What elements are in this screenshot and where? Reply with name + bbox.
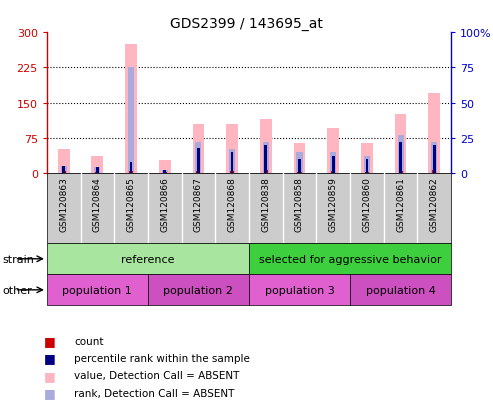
Bar bbox=[230, 171, 234, 173]
Bar bbox=[62, 166, 65, 173]
Bar bbox=[433, 145, 436, 173]
Bar bbox=[398, 171, 403, 173]
Text: population 3: population 3 bbox=[265, 285, 334, 295]
Text: GSM120867: GSM120867 bbox=[194, 177, 203, 232]
Bar bbox=[249, 244, 451, 275]
Bar bbox=[428, 94, 440, 173]
Bar bbox=[197, 148, 200, 173]
Text: selected for aggressive behavior: selected for aggressive behavior bbox=[259, 254, 441, 264]
Bar bbox=[364, 157, 370, 173]
Bar bbox=[47, 173, 451, 244]
Bar bbox=[163, 171, 166, 173]
Text: ■: ■ bbox=[44, 369, 56, 382]
Bar bbox=[162, 171, 168, 173]
Text: GSM120838: GSM120838 bbox=[261, 177, 270, 232]
Text: count: count bbox=[74, 336, 104, 346]
Bar bbox=[47, 275, 148, 306]
Bar bbox=[263, 142, 269, 173]
Text: value, Detection Call = ABSENT: value, Detection Call = ABSENT bbox=[74, 370, 239, 380]
Bar bbox=[264, 171, 268, 173]
Text: GSM120863: GSM120863 bbox=[59, 177, 68, 232]
Bar bbox=[395, 115, 406, 173]
Bar bbox=[125, 45, 137, 173]
Text: ■: ■ bbox=[44, 334, 56, 347]
Text: GSM120864: GSM120864 bbox=[93, 177, 102, 232]
Text: reference: reference bbox=[121, 254, 175, 264]
Text: GSM120861: GSM120861 bbox=[396, 177, 405, 232]
Bar bbox=[61, 166, 67, 173]
Bar bbox=[431, 142, 437, 173]
Bar bbox=[226, 124, 238, 173]
Bar bbox=[195, 142, 202, 173]
Bar bbox=[193, 124, 204, 173]
Bar bbox=[294, 144, 305, 173]
Bar bbox=[399, 142, 402, 173]
Bar bbox=[330, 152, 336, 173]
Bar bbox=[62, 172, 66, 173]
Text: strain: strain bbox=[2, 254, 35, 264]
Bar bbox=[350, 275, 451, 306]
Bar bbox=[47, 244, 249, 275]
Text: GSM120860: GSM120860 bbox=[362, 177, 371, 232]
Text: population 4: population 4 bbox=[366, 285, 435, 295]
Bar bbox=[94, 168, 101, 173]
Bar bbox=[196, 171, 201, 173]
Bar bbox=[365, 159, 368, 173]
Text: percentile rank within the sample: percentile rank within the sample bbox=[74, 353, 250, 363]
Bar bbox=[361, 144, 373, 173]
Bar bbox=[129, 171, 133, 173]
Bar bbox=[229, 150, 235, 173]
Bar bbox=[264, 145, 267, 173]
Bar bbox=[296, 152, 303, 173]
Text: rank, Detection Call = ABSENT: rank, Detection Call = ABSENT bbox=[74, 388, 234, 398]
Bar bbox=[130, 162, 133, 173]
Text: GSM120862: GSM120862 bbox=[430, 177, 439, 232]
Text: GSM120865: GSM120865 bbox=[127, 177, 136, 232]
Bar bbox=[148, 275, 249, 306]
Bar bbox=[331, 171, 335, 173]
Bar bbox=[96, 168, 99, 173]
Bar bbox=[332, 157, 335, 173]
Text: other: other bbox=[2, 285, 32, 295]
Bar bbox=[159, 160, 171, 173]
Text: GSM120858: GSM120858 bbox=[295, 177, 304, 232]
Bar bbox=[128, 68, 134, 173]
Text: ■: ■ bbox=[44, 386, 56, 399]
Text: population 2: population 2 bbox=[164, 285, 233, 295]
Text: GSM120866: GSM120866 bbox=[160, 177, 169, 232]
Bar bbox=[231, 152, 234, 173]
Text: GSM120859: GSM120859 bbox=[329, 177, 338, 232]
Text: population 1: population 1 bbox=[63, 285, 132, 295]
Bar bbox=[298, 159, 301, 173]
Bar bbox=[249, 275, 350, 306]
Bar bbox=[260, 120, 272, 173]
Text: GDS2399 / 143695_at: GDS2399 / 143695_at bbox=[170, 17, 323, 31]
Bar bbox=[327, 129, 339, 173]
Bar bbox=[397, 135, 404, 173]
Text: ■: ■ bbox=[44, 351, 56, 365]
Text: GSM120868: GSM120868 bbox=[228, 177, 237, 232]
Bar bbox=[92, 157, 103, 173]
Bar bbox=[432, 171, 436, 173]
Bar bbox=[58, 150, 70, 173]
